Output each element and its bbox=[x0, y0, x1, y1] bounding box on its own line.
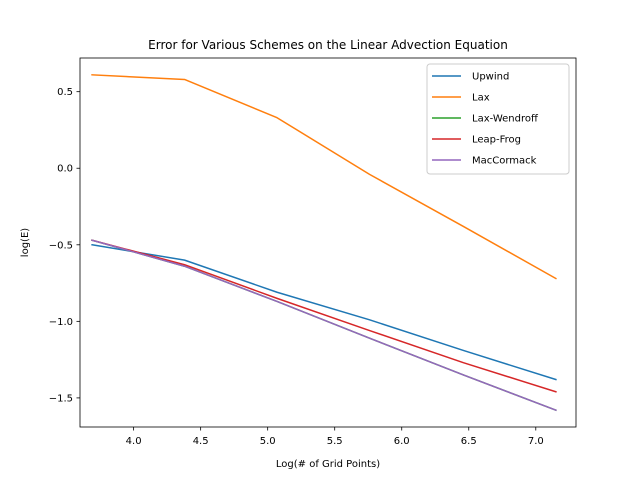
legend-label-maccormack: MacCormack bbox=[472, 156, 537, 167]
x-tick-label: 5.0 bbox=[260, 436, 276, 447]
x-tick-label: 7.0 bbox=[528, 436, 544, 447]
y-tick-label: −1.0 bbox=[49, 317, 73, 328]
y-tick-label: 0.5 bbox=[57, 87, 73, 98]
series-line-upwind bbox=[91, 243, 557, 381]
x-tick-label: 4.0 bbox=[126, 436, 142, 447]
y-tick-label: −1.5 bbox=[49, 393, 73, 404]
legend-box bbox=[426, 63, 570, 175]
x-axis-label: Log(# of Grid Points) bbox=[276, 459, 380, 470]
legend-label-lax: Lax bbox=[472, 93, 490, 104]
chart-title: Error for Various Schemes on the Linear … bbox=[148, 38, 508, 52]
legend-items: Upwind Lax Lax-Wendroff Leap-Frog MacCormack bbox=[432, 72, 539, 167]
series-layer bbox=[91, 74, 557, 412]
x-tick-label: 6.5 bbox=[461, 436, 477, 447]
x-tick-label: 5.5 bbox=[327, 436, 343, 447]
series-line-maccormack bbox=[91, 239, 557, 412]
series-line-leap-frog bbox=[91, 239, 557, 393]
legend-label-leap-frog: Leap-Frog bbox=[472, 135, 521, 146]
y-tick-label: 0.0 bbox=[57, 164, 73, 175]
legend-label-lax-wendroff: Lax-Wendroff bbox=[472, 114, 539, 125]
legend-label-upwind: Upwind bbox=[472, 72, 509, 83]
x-tick-label: 6.0 bbox=[394, 436, 410, 447]
y-axis-label: log(E) bbox=[20, 228, 31, 257]
x-tick-label: 4.5 bbox=[193, 436, 209, 447]
x-axis: 4.0 4.5 5.0 5.5 6.0 6.5 7.0 bbox=[126, 427, 544, 447]
plot-frame bbox=[79, 57, 577, 428]
legend: Upwind Lax Lax-Wendroff Leap-Frog MacCormack bbox=[426, 63, 570, 175]
y-tick-label: −0.5 bbox=[49, 240, 73, 251]
y-axis: −1.5 −1.0 −0.5 0.0 0.5 bbox=[49, 87, 80, 404]
series-line-lax bbox=[91, 74, 557, 280]
